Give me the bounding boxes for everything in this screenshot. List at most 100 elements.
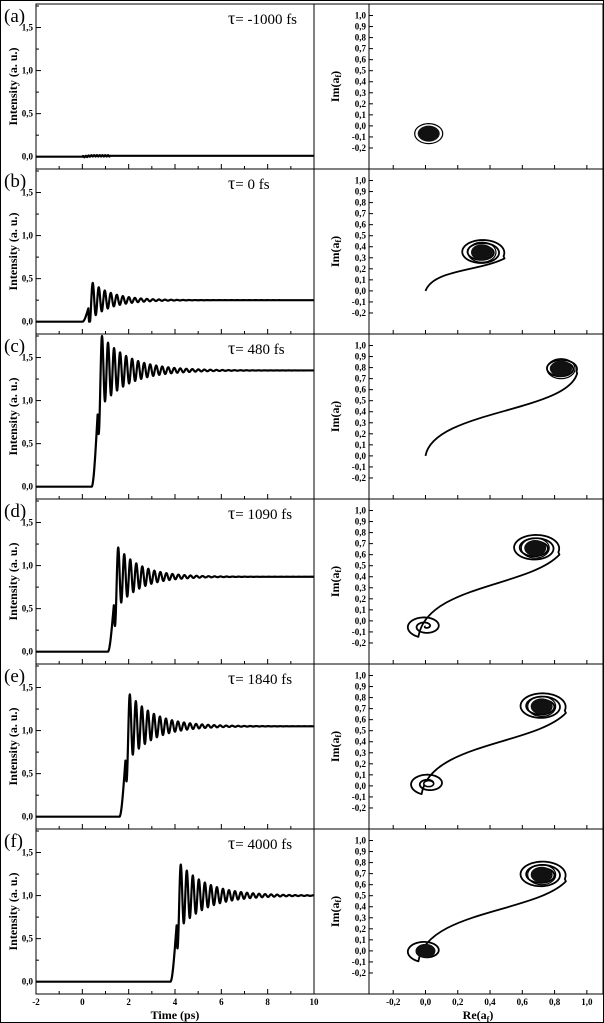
y-axis-title: Im(af) [328,236,343,267]
trajectory-panel-d: -0,2-0,10,00,10,20,30,40,50,60,70,80,91,… [313,498,604,665]
tau-value: = 4000 fs [235,837,292,853]
tau-value: = 1840 fs [235,672,292,688]
trajectory-start-core [422,779,435,788]
trajectory-end-core [550,360,573,377]
y-tick-label: 1,0 [22,66,34,76]
y-tick-label: 0,5 [355,561,367,571]
x-tick-label: 1,0 [581,997,593,1007]
y-tick-label: 0,7 [355,704,367,714]
tau-symbol: τ [228,833,235,853]
y-tick-label: 0,0 [355,121,367,131]
x-tick-label: 2 [126,997,131,1007]
y-tick-label: -0,2 [352,638,367,648]
y-tick-label: 1,0 [355,176,367,186]
y-tick-label: -0,1 [352,132,367,142]
y-tick-label: 0,5 [22,604,34,614]
x-tick-label: 0,4 [484,997,496,1007]
y-tick-label: 0,8 [355,693,367,703]
y-axis-title-main: Im(a [328,78,342,103]
y-axis-title-close: ) [328,731,342,735]
y-tick-label: -0,2 [352,143,367,153]
y-axis-title: Intensity (a. u.) [6,377,20,455]
y-tick-label: 0,0 [22,482,34,492]
y-tick-label: 0,3 [355,748,367,758]
intensity-panel-c: 0,0 0,5 1,0 1,5 Intensity (a. u.) (c) τ= 480 f… [4,333,315,500]
y-tick-label: 0,4 [355,407,367,417]
panel-label: (f) [4,831,23,852]
y-tick-label: 1,0 [22,891,34,901]
plot-frame [35,828,315,995]
intensity-panel-f: 0,0 0,5 1,0 1,5 -2 0 2 4 6 8 10 Intensity (a. u.) (f… [4,828,319,1007]
y-tick-label: 1,5 [22,353,34,363]
y-tick-label: 1,0 [22,396,34,406]
y-axis-title-sub: f [334,240,343,243]
y-tick-label: 1,5 [22,683,34,693]
trajectory-panel-c: -0,2-0,10,00,10,20,30,40,50,60,70,80,91,… [313,333,604,500]
intensity-trace [35,546,315,653]
y-tick-label: 0,0 [22,647,34,657]
trajectory-end-core [530,866,553,883]
x-tick-label: 0 [80,997,85,1007]
y-tick-label: 1,5 [22,518,34,528]
y-tick-label: 1,0 [355,671,367,681]
y-tick-label: 0,9 [355,682,367,692]
x-tick-label: -2 [32,997,40,1007]
y-axis-title-sub: f [334,735,343,738]
y-tick-label: -0,1 [352,462,367,472]
y-axis-title-main: Im(a [328,408,342,433]
y-tick-label: -0,1 [352,297,367,307]
x-axis-title-close: ) [489,1008,493,1022]
tau-symbol: τ [228,173,235,193]
tau-label: τ= 480 fs [228,338,285,358]
y-axis-title-close: ) [328,71,342,75]
y-tick-label: 0,5 [355,66,367,76]
trajectory-end-core [530,698,553,715]
y-tick-label: 0,6 [355,880,367,890]
trajectory-start-core [415,943,436,958]
y-tick-label: 0,3 [355,253,367,263]
y-axis-title-main: Im(a [328,738,342,763]
x-tick-label: 6 [219,997,224,1007]
trajectory-panel-e: -0,2-0,10,00,10,20,30,40,50,60,70,80,91,… [313,663,604,830]
tau-value: = -1000 fs [235,12,297,28]
trajectory-end-ring [527,695,557,718]
y-tick-label: 0,8 [355,528,367,538]
y-axis-title-main: Im(a [328,243,342,268]
tau-label: τ= 1090 fs [228,503,292,523]
y-axis-title: Intensity (a. u.) [6,542,20,620]
y-axis-title-close: ) [328,401,342,405]
y-tick-label: 0,0 [22,317,34,327]
y-axis-title-close: ) [328,566,342,570]
y-axis-title: Im(af) [328,401,343,432]
plot-frame [313,828,604,995]
x-axis-title-right: Re(af) [463,1008,494,1023]
y-tick-label: 0,5 [22,109,34,119]
y-tick-label: 0,7 [355,539,367,549]
intensity-trace [35,334,315,488]
y-tick-label: 0,5 [22,439,34,449]
y-tick-label: 0,8 [355,33,367,43]
intensity-panel-b: 0,0 0,5 1,0 1,5 Intensity (a. u.) (b) τ= 0 fs [4,168,315,335]
tau-value: = 1090 fs [235,507,292,523]
y-tick-label: -0,2 [352,308,367,318]
tau-value: = 480 fs [235,342,284,358]
y-tick-label: 0,1 [355,770,367,780]
y-tick-label: 0,4 [355,902,367,912]
y-axis-title: Intensity (a. u.) [6,47,20,125]
plot-frame [35,3,315,170]
y-tick-label: 0,9 [355,847,367,857]
y-tick-label: 0,9 [355,22,367,32]
trajectory-end-ring [546,358,576,380]
plot-frame [35,333,315,500]
y-tick-label: 1,5 [22,848,34,858]
x-tick-label: 0,2 [452,997,464,1007]
y-tick-label: 0,8 [355,363,367,373]
y-tick-label: 0,2 [355,594,367,604]
y-tick-label: 0,6 [355,715,367,725]
y-tick-label: 1,0 [355,506,367,516]
y-tick-label: 0,1 [355,110,367,120]
y-tick-label: 0,3 [355,88,367,98]
y-axis-title: Im(af) [328,71,343,102]
y-tick-label: 0,3 [355,583,367,593]
x-tick-label: 0,8 [549,997,561,1007]
